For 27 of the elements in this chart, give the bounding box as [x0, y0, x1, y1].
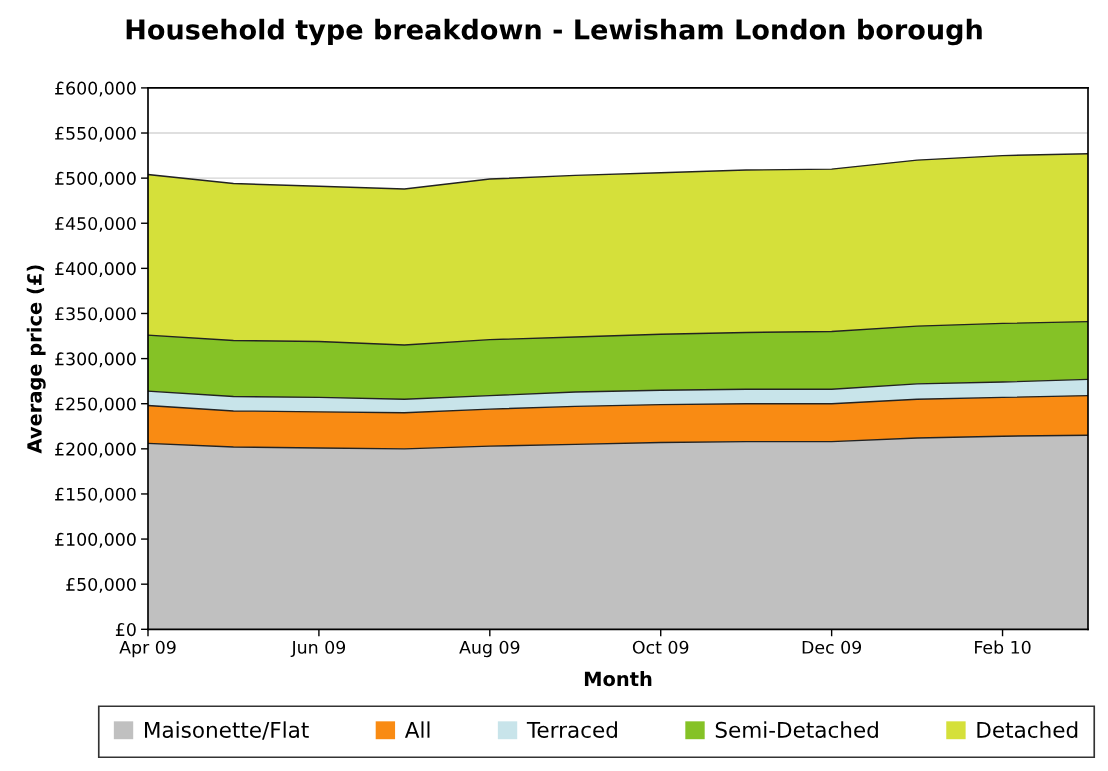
- y-tick-label: £250,000: [55, 397, 136, 413]
- y-tick-label: £0: [115, 623, 136, 637]
- legend-label: All: [404, 721, 430, 738]
- legend-label: Terraced: [526, 721, 617, 738]
- x-tick-label: Jun 09: [290, 640, 346, 658]
- x-axis-title: Month: [584, 671, 652, 687]
- x-tick-label: Dec 09: [802, 640, 862, 654]
- legend-label: Detached: [977, 721, 1078, 738]
- legend-label: Maisonette/Flat: [145, 721, 309, 740]
- y-tick-label: £450,000: [55, 216, 136, 232]
- x-tick-label: Oct 09: [632, 640, 689, 654]
- y-tick-label: £150,000: [55, 487, 136, 503]
- y-tick-label: £200,000: [55, 442, 136, 458]
- x-tick-label: Aug 09: [459, 640, 520, 658]
- y-tick-label: £400,000: [55, 262, 136, 277]
- x-tick-label: Apr 09: [119, 640, 176, 658]
- y-tick-label: £600,000: [55, 81, 136, 97]
- y-tick-label: £100,000: [55, 532, 136, 548]
- chart-title: Household type breakdown - Lewisham London borough: [126, 18, 982, 46]
- y-tick-label: £50,000: [66, 577, 136, 593]
- legend-label: Semi-Detached: [715, 721, 878, 738]
- y-tick-label: £300,000: [55, 352, 136, 368]
- y-axis-title: Average price (£): [26, 265, 46, 454]
- y-tick-label: £550,000: [55, 126, 136, 142]
- y-tick-label: £500,000: [55, 171, 136, 187]
- y-tick-label: £350,000: [55, 307, 136, 323]
- x-tick-label: Feb 10: [975, 640, 1031, 654]
